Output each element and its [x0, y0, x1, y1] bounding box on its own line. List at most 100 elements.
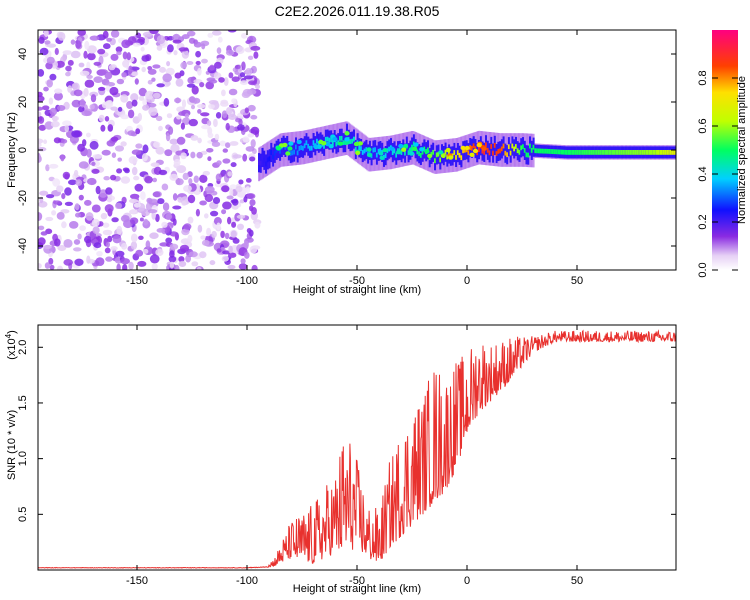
- signal-core: [574, 150, 577, 155]
- noise-blob: [98, 86, 106, 91]
- noise-blob: [140, 46, 145, 52]
- noise-blob: [126, 101, 134, 109]
- signal-peak: [313, 144, 319, 149]
- noise-blob: [116, 263, 121, 270]
- signal-core: [323, 143, 326, 149]
- top-y-tick-label: 0: [17, 147, 29, 153]
- noise-blob: [174, 97, 182, 104]
- signal-core: [506, 152, 509, 158]
- bottom-line-layer: [38, 329, 676, 569]
- noise-blob: [49, 73, 57, 81]
- noise-blob: [92, 154, 103, 159]
- noise-blob: [43, 86, 49, 92]
- signal-core: [567, 150, 570, 155]
- noise-blob: [247, 133, 255, 138]
- noise-blob: [242, 136, 250, 143]
- noise-blob: [231, 98, 237, 104]
- noise-blob: [107, 124, 114, 132]
- top-x-axis: -150 -100 -50 0 50: [126, 30, 583, 287]
- signal-peak: [472, 148, 479, 154]
- noise-blob: [64, 201, 73, 206]
- noise-blob: [191, 261, 199, 267]
- noise-blob: [253, 51, 259, 59]
- noise-blob: [199, 200, 207, 206]
- bottom-x-tick-label: -150: [126, 575, 148, 587]
- signal-core: [555, 149, 558, 155]
- noise-blob: [64, 124, 70, 133]
- noise-blob: [110, 174, 117, 181]
- noise-blob: [173, 158, 181, 167]
- noise-blob: [195, 208, 200, 217]
- noise-blob: [207, 32, 214, 38]
- signal-core: [499, 148, 502, 154]
- signal-core: [258, 160, 260, 166]
- signal-peak: [409, 151, 415, 156]
- noise-blob: [222, 250, 231, 255]
- noise-blob: [46, 79, 53, 88]
- noise-blob: [184, 113, 190, 119]
- noise-blob: [250, 65, 257, 74]
- noise-blob: [110, 136, 119, 142]
- signal-core: [493, 143, 496, 148]
- noise-blob: [236, 214, 246, 219]
- noise-blob: [81, 110, 92, 117]
- noise-blob: [44, 40, 51, 45]
- signal-peak: [332, 137, 338, 142]
- noise-blob: [38, 153, 42, 163]
- signal-core: [537, 148, 540, 154]
- noise-blob: [38, 142, 42, 148]
- noise-blob: [128, 261, 134, 270]
- noise-blob: [120, 176, 131, 184]
- noise-blob: [204, 213, 209, 219]
- signal-core: [534, 148, 537, 154]
- noise-blob: [86, 61, 91, 70]
- noise-blob: [172, 218, 177, 226]
- noise-blob: [104, 247, 111, 254]
- noise-blob: [240, 258, 246, 264]
- signal-core: [624, 150, 627, 155]
- signal-core: [588, 150, 591, 155]
- signal-core: [507, 144, 510, 150]
- noise-blob: [227, 264, 236, 270]
- noise-blob: [120, 141, 127, 147]
- noise-blob: [138, 235, 144, 240]
- y-multiplier-suffix: ): [6, 330, 18, 334]
- noise-blob: [71, 130, 81, 138]
- noise-blob: [120, 114, 129, 120]
- noise-blob: [221, 89, 226, 97]
- noise-blob: [60, 154, 65, 162]
- noise-blob: [71, 83, 78, 90]
- noise-blob: [53, 92, 64, 101]
- noise-blob: [87, 52, 96, 61]
- noise-blob: [49, 264, 55, 270]
- noise-blob: [168, 255, 177, 263]
- noise-blob: [245, 178, 252, 183]
- signal-core: [432, 149, 435, 155]
- signal-core: [273, 150, 276, 156]
- colorbar-label: Normalized spectral amplitude: [736, 76, 748, 224]
- noise-blob: [89, 140, 99, 150]
- signal-core: [544, 148, 547, 154]
- bottom-y-axis: 0.5 1.0 1.5 2.0: [17, 340, 676, 522]
- signal-core: [639, 150, 642, 155]
- signal-peak: [438, 150, 444, 155]
- signal-core: [543, 148, 546, 154]
- noise-blob: [188, 178, 193, 185]
- noise-blob: [186, 61, 194, 65]
- noise-blob: [247, 104, 256, 112]
- noise-blob: [147, 209, 158, 214]
- signal-peak: [476, 142, 482, 148]
- noise-blob: [190, 151, 196, 159]
- noise-blob: [232, 154, 242, 159]
- signal-core: [671, 150, 674, 155]
- noise-blob: [152, 191, 161, 198]
- noise-blob: [167, 44, 174, 53]
- signal-core: [418, 151, 421, 157]
- noise-blob: [210, 210, 219, 217]
- noise-blob: [104, 116, 110, 122]
- noise-blob: [149, 232, 159, 239]
- noise-blob: [165, 67, 175, 76]
- noise-blob: [219, 140, 227, 147]
- noise-blob: [49, 107, 58, 116]
- noise-blob: [187, 234, 193, 243]
